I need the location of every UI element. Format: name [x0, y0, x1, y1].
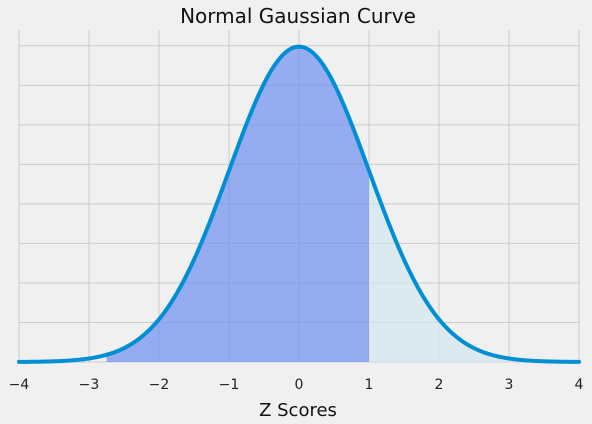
x-tick-label: −2 — [149, 377, 170, 393]
x-tick-label: 1 — [365, 377, 374, 393]
x-tick-label: −4 — [9, 377, 30, 393]
x-tick-label: 0 — [295, 377, 304, 393]
x-tick-label: 2 — [435, 377, 444, 393]
x-tick-label: −1 — [219, 377, 240, 393]
x-axis-label: Z Scores — [259, 400, 337, 421]
x-tick-label: 3 — [505, 377, 514, 393]
x-tick-label: 4 — [575, 377, 584, 393]
chart-title: Normal Gaussian Curve — [180, 4, 416, 28]
x-tick-label: −3 — [79, 377, 100, 393]
